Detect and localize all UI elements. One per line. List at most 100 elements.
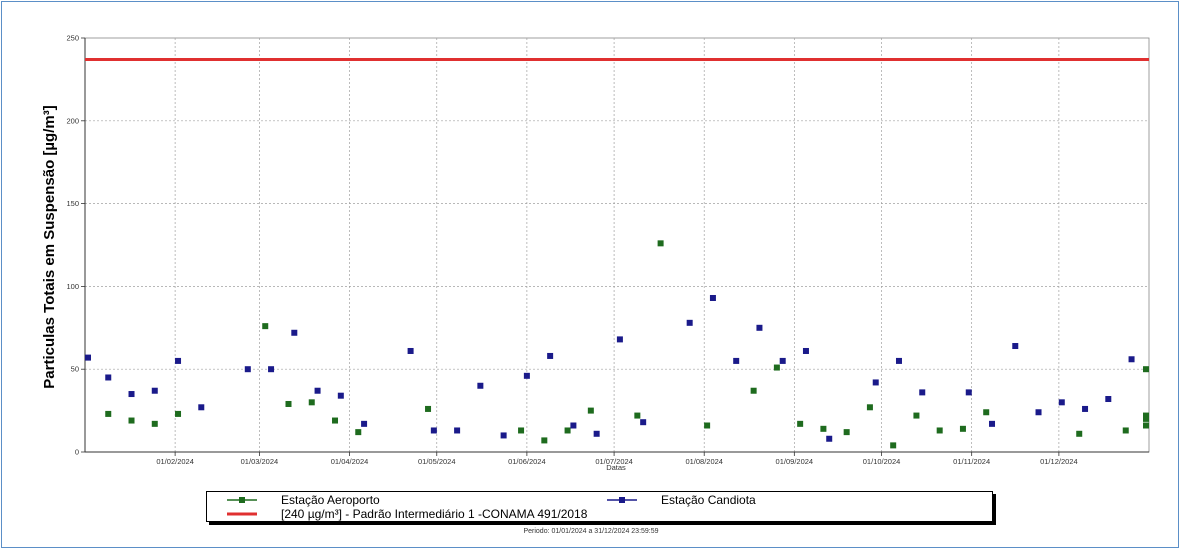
- point-aeroporto: [262, 323, 269, 330]
- point-candiota: [361, 420, 368, 427]
- point-candiota: [640, 419, 647, 426]
- point-candiota: [500, 432, 507, 439]
- point-aeroporto: [866, 404, 873, 411]
- point-aeroporto: [634, 412, 641, 419]
- point-aeroporto: [1076, 430, 1083, 437]
- point-aeroporto: [518, 427, 525, 434]
- grid: [84, 37, 1150, 453]
- point-candiota: [756, 324, 763, 331]
- point-candiota: [198, 404, 205, 411]
- point-aeroporto: [820, 425, 827, 432]
- x-tick-label: 01/03/2024: [241, 457, 279, 466]
- point-aeroporto: [355, 429, 362, 436]
- point-aeroporto: [175, 410, 182, 417]
- point-candiota: [872, 379, 879, 386]
- point-aeroporto: [1143, 366, 1149, 373]
- point-candiota: [919, 389, 926, 396]
- point-candiota: [151, 387, 158, 394]
- point-aeroporto: [797, 420, 804, 427]
- point-candiota: [965, 389, 972, 396]
- point-aeroporto: [285, 400, 292, 407]
- point-candiota: [85, 354, 91, 361]
- legend: Estação Aeroporto Estação Candiota [240 …: [206, 491, 993, 522]
- point-aeroporto: [843, 429, 850, 436]
- point-candiota: [709, 294, 716, 301]
- point-aeroporto: [151, 420, 158, 427]
- point-aeroporto: [704, 422, 711, 429]
- point-candiota: [686, 319, 693, 326]
- point-candiota: [895, 357, 902, 364]
- point-candiota: [570, 422, 577, 429]
- legend-label-reference: [240 µg/m³] - Padrão Intermediário 1 -CO…: [281, 507, 588, 521]
- point-candiota: [1035, 409, 1042, 416]
- point-candiota: [337, 392, 344, 399]
- y-tick-label: 250: [66, 34, 79, 43]
- point-candiota: [1082, 405, 1089, 412]
- point-aeroporto: [890, 442, 897, 449]
- point-aeroporto: [773, 364, 780, 371]
- y-tick-label: 50: [71, 365, 79, 374]
- point-aeroporto: [105, 410, 112, 417]
- point-aeroporto: [308, 399, 315, 406]
- y-tick-label: 200: [66, 116, 79, 125]
- legend-label-aeroporto: Estação Aeroporto: [281, 493, 380, 507]
- point-candiota: [593, 430, 600, 437]
- x-tick-label: 01/08/2024: [685, 457, 723, 466]
- x-tick-label: 01/12/2024: [1040, 457, 1078, 466]
- point-candiota: [1058, 399, 1065, 406]
- point-candiota: [407, 347, 414, 354]
- point-candiota: [779, 357, 786, 364]
- y-axis-label: Particulas Totais em Suspensão [µg/m³]: [41, 105, 58, 388]
- x-tick-label: 01/09/2024: [776, 457, 814, 466]
- x-tick-label: 01/02/2024: [156, 457, 194, 466]
- x-tick-label: 01/06/2024: [508, 457, 546, 466]
- point-candiota: [244, 366, 251, 373]
- point-aeroporto: [332, 417, 339, 424]
- point-candiota: [268, 366, 275, 373]
- point-candiota: [989, 420, 996, 427]
- point-aeroporto: [1143, 422, 1149, 429]
- point-candiota: [477, 382, 484, 389]
- point-candiota: [1105, 396, 1112, 403]
- point-candiota: [733, 357, 740, 364]
- point-candiota: [616, 336, 623, 343]
- point-candiota: [1012, 343, 1019, 350]
- point-aeroporto: [587, 407, 594, 414]
- plot-area: [84, 37, 1150, 453]
- point-aeroporto: [1143, 415, 1149, 422]
- point-aeroporto: [541, 437, 548, 444]
- point-aeroporto: [564, 427, 571, 434]
- point-candiota: [105, 374, 112, 381]
- point-aeroporto: [657, 240, 664, 247]
- x-tick-label: 01/04/2024: [331, 457, 369, 466]
- point-candiota: [802, 347, 809, 354]
- point-aeroporto: [959, 425, 966, 432]
- point-aeroporto: [750, 387, 757, 394]
- point-candiota: [826, 435, 833, 442]
- y-tick-label: 150: [66, 199, 79, 208]
- axes: 0 50 100 150 200 250 01/02/2024 01/03/2024 01/04…: [66, 34, 1149, 466]
- y-tick-label: 0: [75, 448, 79, 457]
- point-aeroporto: [913, 412, 920, 419]
- point-candiota: [128, 391, 135, 398]
- legend-blue-marker-icon: [607, 497, 637, 503]
- point-aeroporto: [425, 405, 432, 412]
- y-tick-label: 100: [66, 282, 79, 291]
- point-aeroporto: [983, 409, 990, 416]
- point-aeroporto: [1143, 412, 1149, 419]
- point-candiota: [454, 427, 461, 434]
- x-tick-label: 01/11/2024: [953, 457, 990, 466]
- point-candiota: [430, 427, 437, 434]
- point-candiota: [547, 352, 554, 359]
- x-tick-label: 01/05/2024: [418, 457, 456, 466]
- x-tick-label: 01/07/2024: [595, 457, 633, 466]
- point-aeroporto: [1122, 427, 1129, 434]
- legend-red-line-icon: [227, 512, 257, 516]
- point-candiota: [175, 357, 182, 364]
- x-axis-label: Datas: [606, 463, 626, 472]
- x-tick-label: 01/10/2024: [863, 457, 901, 466]
- point-aeroporto: [936, 427, 943, 434]
- point-candiota: [523, 372, 530, 379]
